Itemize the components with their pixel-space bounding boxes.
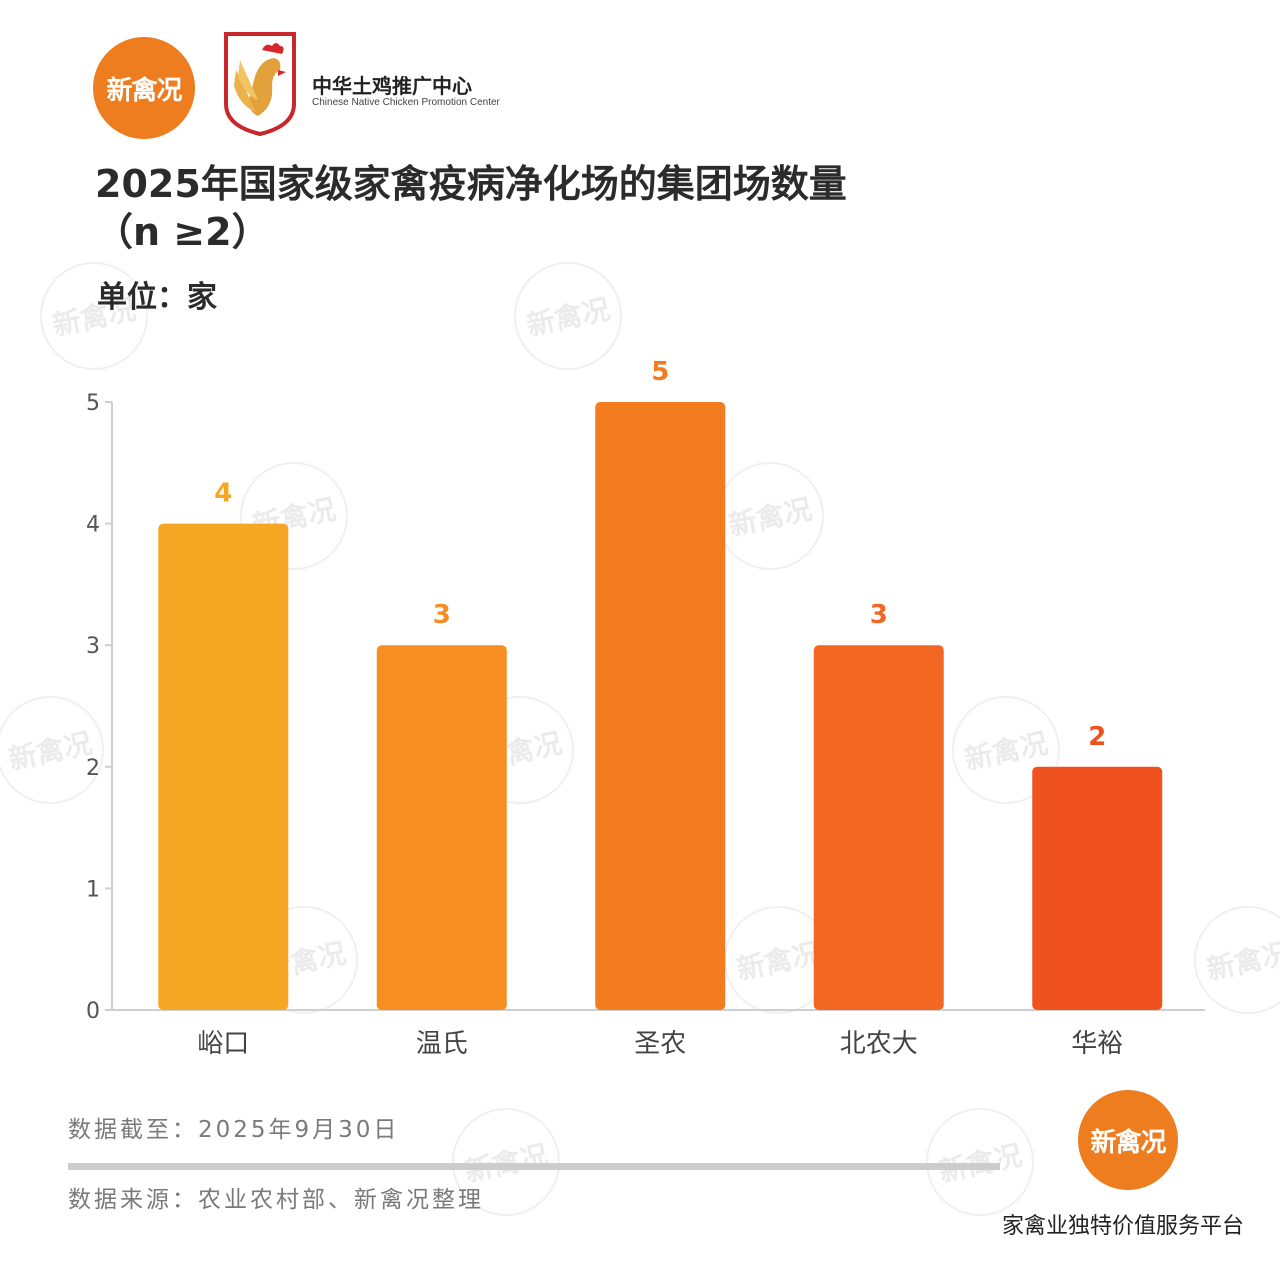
bar bbox=[376, 645, 507, 1010]
bar bbox=[813, 645, 944, 1010]
x-tick-label: 北农大 bbox=[840, 1029, 918, 1059]
data-source-note: 数据来源：农业农村部、新禽况整理 bbox=[68, 1187, 484, 1213]
bar-value-label: 5 bbox=[651, 357, 669, 387]
platform-slogan: 家禽业独特价值服务平台 bbox=[1002, 1214, 1245, 1239]
y-tick-label: 3 bbox=[86, 634, 100, 659]
brand-logo-text: 新禽况 bbox=[106, 75, 182, 106]
y-tick-label: 5 bbox=[86, 391, 100, 416]
org-name-en: Chinese Native Chicken Promotion Center bbox=[312, 97, 500, 108]
y-tick-label: 4 bbox=[86, 513, 100, 538]
brand-logo-bottom: 新禽况 bbox=[1078, 1090, 1178, 1190]
x-tick-label: 温氏 bbox=[416, 1029, 468, 1059]
bar-value-label: 3 bbox=[433, 600, 451, 630]
x-tick-label: 华裕 bbox=[1071, 1029, 1123, 1059]
bar-value-label: 3 bbox=[870, 600, 888, 630]
x-tick-label: 峪口 bbox=[197, 1029, 249, 1059]
rooster-badge-icon bbox=[224, 32, 296, 136]
brand-logo: 新禽况 bbox=[93, 37, 195, 139]
chart-title: 2025年国家级家禽疫病净化场的集团场数量 （n ≥2） bbox=[95, 160, 1095, 256]
bar-value-label: 4 bbox=[214, 479, 232, 509]
unit-label: 单位：家 bbox=[97, 280, 217, 315]
x-tick-label: 圣农 bbox=[634, 1029, 686, 1059]
bar bbox=[158, 523, 289, 1010]
y-tick-label: 1 bbox=[86, 877, 100, 902]
y-tick-label: 0 bbox=[86, 999, 100, 1024]
bar bbox=[595, 402, 726, 1010]
data-date-note: 数据截至：2025年9月30日 bbox=[68, 1117, 400, 1143]
y-tick-label: 2 bbox=[86, 756, 100, 781]
chart-title-line2: （n ≥2） bbox=[95, 210, 270, 254]
org-name-cn: 中华土鸡推广中心 bbox=[312, 74, 472, 98]
bar-value-label: 2 bbox=[1088, 722, 1106, 752]
chart-title-line1: 2025年国家级家禽疫病净化场的集团场数量 bbox=[95, 162, 847, 206]
brand-logo-bottom-text: 新禽况 bbox=[1090, 1127, 1166, 1158]
footer-divider bbox=[68, 1163, 1000, 1170]
bar bbox=[1032, 766, 1163, 1010]
